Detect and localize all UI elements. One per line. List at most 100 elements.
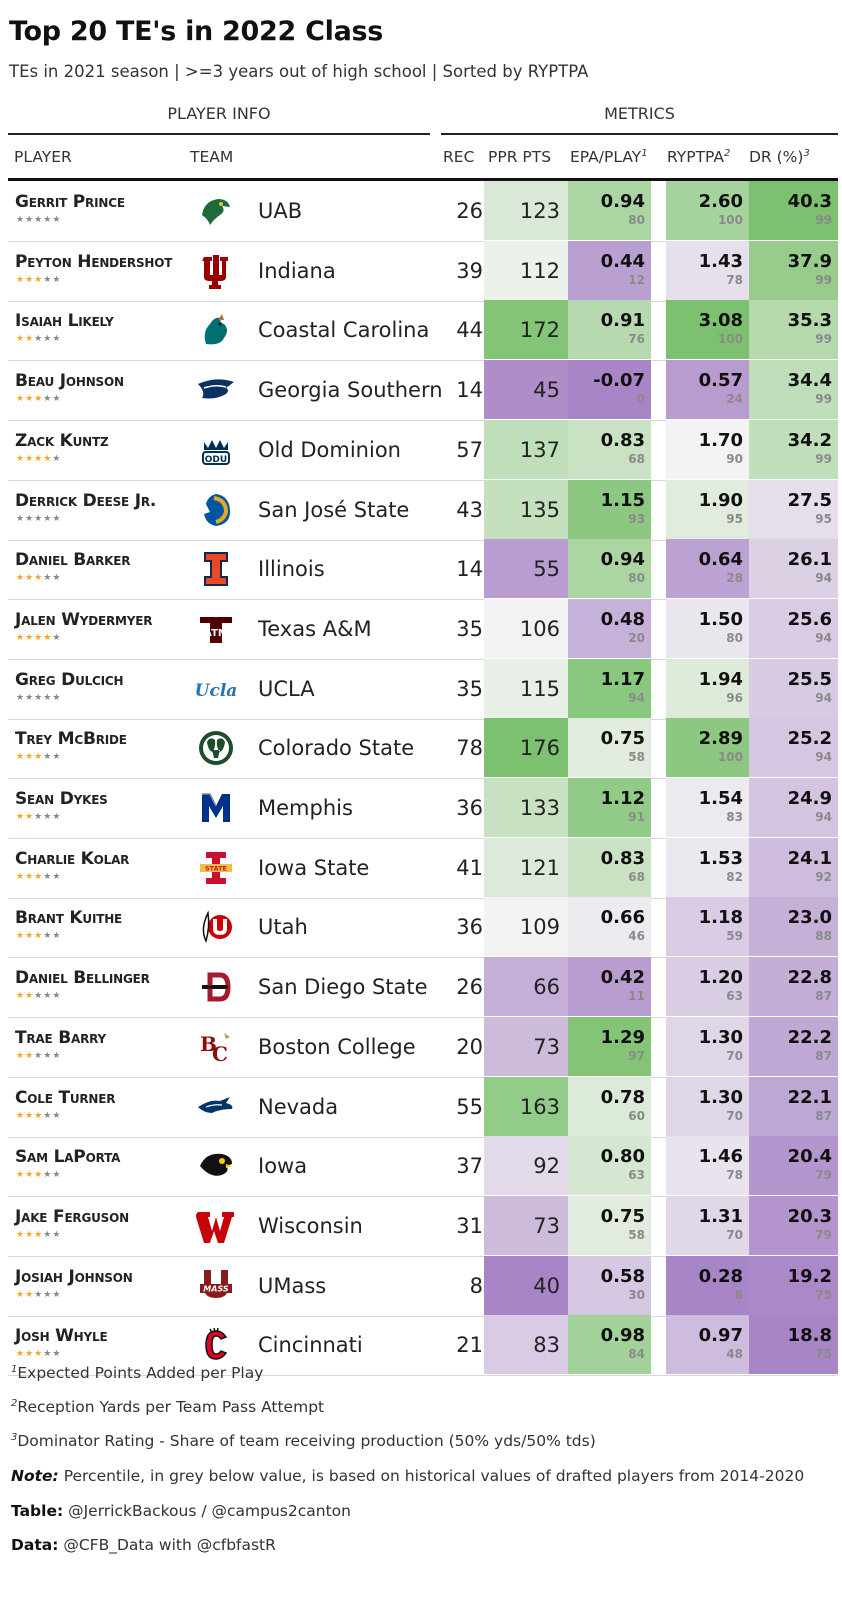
dr-cell: 25.2 94	[749, 718, 838, 778]
epa-percentile: 93	[628, 511, 645, 526]
ppr-value: 137	[519, 437, 560, 462]
ryptpa-value: 1.43	[698, 250, 743, 272]
ppr-cell: 106	[484, 598, 568, 658]
ryptpa-cell: 1.90 95	[666, 479, 749, 539]
ppr-cell: 121	[484, 837, 568, 897]
ryptpa-value: 1.18	[698, 907, 743, 929]
epa-cell: 0.44 12	[568, 240, 651, 300]
recruit-star-rating: ★★★★★	[16, 452, 62, 463]
ryptpa-value: 1.46	[698, 1146, 743, 1168]
epa-value: 1.15	[600, 489, 645, 511]
epa-percentile: 84	[628, 1347, 645, 1362]
epa-cell: 1.15 93	[568, 479, 651, 539]
dr-cell: 20.4 79	[749, 1136, 838, 1196]
epa-percentile: 68	[628, 869, 645, 884]
player-name: Gerrit Prince	[15, 192, 125, 212]
dr-value: 22.2	[787, 1026, 832, 1048]
rec-value: 39	[456, 258, 483, 283]
dr-percentile: 94	[815, 571, 832, 586]
colorado-state-ram-icon	[196, 728, 236, 768]
ryptpa-percentile: 78	[726, 1168, 743, 1183]
svg-text:ODU: ODU	[205, 455, 227, 465]
column-header-ppr: PPR PTS	[488, 148, 552, 166]
dr-cell: 23.0 88	[749, 897, 838, 957]
team-name: Memphis	[258, 796, 353, 820]
epa-cell: 0.83 68	[568, 837, 651, 897]
epa-cell: 1.12 91	[568, 778, 651, 837]
epa-value: 0.58	[600, 1265, 645, 1287]
team-name: Cincinnati	[258, 1333, 363, 1358]
table-row: Isaiah Likely ★★★★★ Coastal Carolina 44 172 0…	[8, 300, 838, 362]
ppr-cell: 66	[484, 957, 568, 1017]
ppr-cell: 109	[484, 897, 568, 957]
svg-text:Ucla: Ucla	[196, 681, 236, 701]
player-name: Josiah Johnson	[15, 1266, 133, 1287]
ppr-cell: 163	[484, 1076, 568, 1136]
data-credit-label: Data:	[11, 1536, 59, 1554]
dr-value: 22.8	[787, 967, 832, 989]
svg-text:MASS: MASS	[203, 1284, 229, 1293]
dr-percentile: 87	[815, 989, 832, 1004]
dr-value: 27.5	[787, 489, 832, 511]
ppr-cell: 137	[484, 419, 568, 479]
rec-value: 37	[456, 1154, 483, 1179]
player-name: Beau Johnson	[15, 371, 124, 392]
svg-text:B: B	[200, 1032, 217, 1056]
header-rule	[8, 178, 838, 181]
dr-percentile: 94	[815, 810, 832, 824]
iowa-state-i-icon: STATE	[196, 848, 236, 888]
epa-value: 0.83	[600, 847, 645, 869]
ryptpa-cell: 1.31 70	[666, 1195, 749, 1255]
recruit-star-rating: ★★★★★	[16, 870, 62, 881]
table-credit-label: Table:	[11, 1502, 64, 1520]
team-name: Colorado State	[258, 736, 415, 761]
epa-percentile: 80	[628, 213, 645, 227]
dr-percentile: 99	[815, 213, 832, 227]
svg-text:C: C	[212, 1042, 228, 1066]
player-name: Cole Turner	[15, 1087, 116, 1108]
dr-cell: 19.2 75	[749, 1255, 838, 1315]
dr-cell: 34.4 99	[749, 360, 838, 420]
ryptpa-value: 1.94	[698, 668, 743, 690]
table-row: Sam LaPorta ★★★★★ Iowa 37 92 0.80 63 1.46 78 20.4…	[8, 1136, 838, 1198]
epa-percentile: 80	[628, 571, 645, 586]
ppr-value: 172	[519, 318, 560, 343]
dr-value: 25.6	[787, 608, 832, 630]
note-label: Note:	[11, 1467, 59, 1485]
ryptpa-cell: 1.43 78	[666, 240, 749, 300]
column-header-epa: EPA/PLAY1	[570, 148, 648, 166]
column-header-ryptpa-label: RYPTPA	[667, 148, 725, 167]
ryptpa-value: 1.53	[698, 847, 743, 869]
ryptpa-value: 0.57	[698, 370, 743, 392]
footnote-1-marker: 1	[11, 1364, 18, 1375]
epa-value: 0.78	[600, 1086, 645, 1108]
ppr-cell: 123	[484, 181, 568, 240]
group-header-player-info: PLAYER INFO	[167, 104, 271, 123]
ppr-value: 66	[533, 975, 560, 1000]
table-row: Trae Barry ★★★★★ B C Boston College 20 73 1.29 9…	[8, 1016, 838, 1078]
footnote-2-marker: 2	[11, 1398, 18, 1409]
dr-percentile: 94	[815, 690, 832, 705]
epa-value: -0.07	[593, 370, 645, 392]
ryptpa-percentile: 95	[726, 511, 743, 526]
rec-value: 36	[456, 915, 483, 940]
recruit-star-rating: ★★★★★	[16, 273, 62, 284]
coastal-carolina-chanticleer-icon	[196, 310, 236, 350]
epa-value: 0.80	[600, 1146, 645, 1168]
umass-um-icon: MASS	[196, 1266, 236, 1306]
rec-value: 35	[456, 616, 483, 641]
group-underline-metrics	[441, 133, 838, 135]
epa-value: 1.17	[600, 668, 645, 690]
ppr-cell: 112	[484, 240, 568, 300]
ppr-value: 55	[533, 557, 560, 582]
dr-cell: 22.1 87	[749, 1076, 838, 1136]
table-row: Greg Dulcich ★★★★★ Ucla UCLA 35 115 1.17 94 1.94…	[8, 658, 838, 720]
ryptpa-percentile: 48	[726, 1347, 743, 1362]
dr-cell: 24.1 92	[749, 837, 838, 897]
table-row: Sean Dykes ★★★★★ Memphis 36 133 1.12 91 1.54 83 2…	[8, 778, 838, 839]
dr-cell: 25.5 94	[749, 658, 838, 718]
san-jose-state-spartan-icon	[196, 490, 236, 530]
epa-cell: 0.94 80	[568, 539, 651, 599]
table-row: Jalen Wydermyer ★★★★★ ATM Texas A&M 35 106 0.4…	[8, 598, 838, 660]
